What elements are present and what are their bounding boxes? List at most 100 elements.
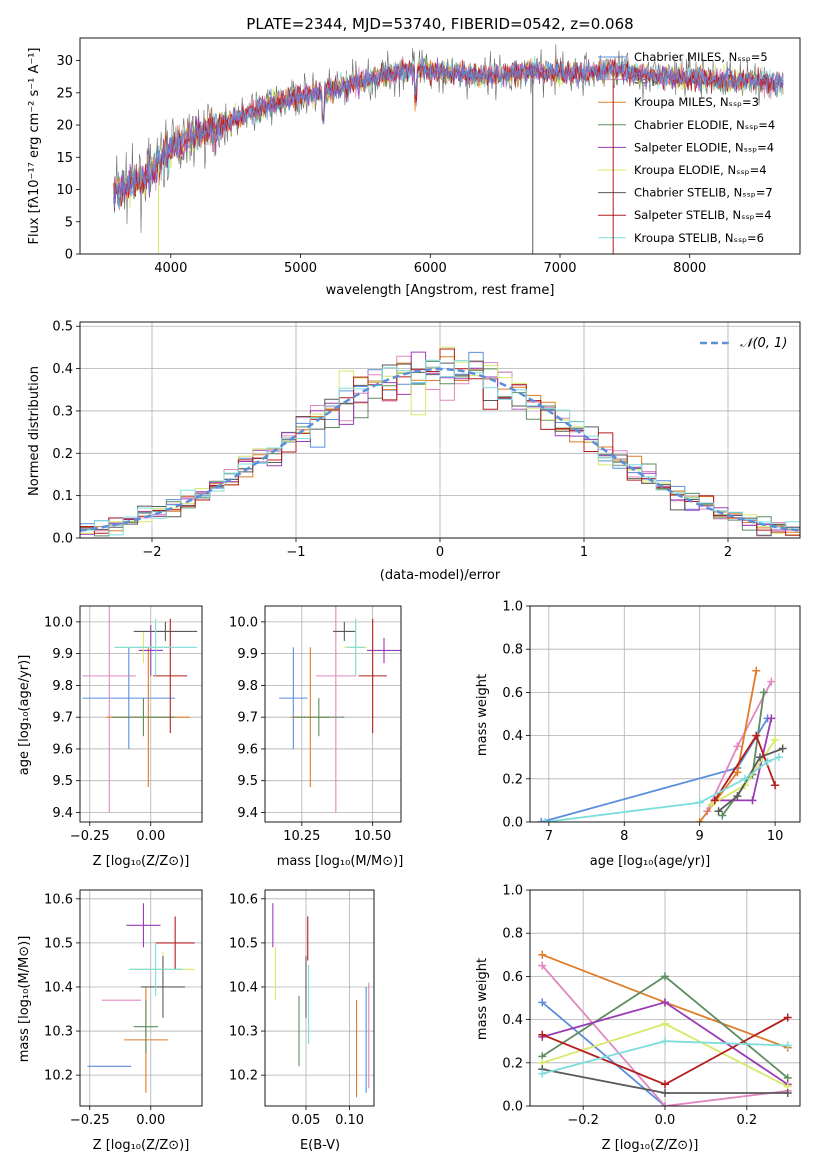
spectrum-legend-label: Salpeter ELODIE, Nₛₛₚ=4 [634,140,774,154]
mass-vs-ebv-panel: E(B-V) 0.05 0.10 10.2 10.3 10.4 10.5 10.6 [229,889,375,1153]
residuals-plot-area [80,346,800,537]
mass-vs-ebv-ytick-label: 10.6 [229,892,258,907]
residuals-ylabel: Normed distribution [27,366,42,496]
weight-vs-z-xtick-label: −0.2 [567,1113,599,1128]
normal-curve [80,367,800,532]
residuals-xtick-label: −1 [286,545,305,560]
spectrum-ytick-label: 25 [56,86,73,101]
weight-vs-age-plot-area [537,666,787,822]
weight-vs-z-line [541,965,788,1106]
weight-vs-z-marker [538,998,547,1007]
age-vs-mass-ytick-label: 9.4 [237,806,258,821]
age-vs-mass-ytick-label: 9.7 [237,711,258,726]
weight-vs-age-marker [759,688,768,697]
mass-vs-ebv-ytick-label: 10.4 [229,980,258,995]
spectrum-legend-label: Chabrier STELIB, Nₛₛₚ=7 [634,186,773,200]
weight-age-xlabel: age [log₁₀(age/yr)] [590,854,711,869]
spectrum-ylabel: Flux [fλ10⁻¹⁷ erg cm⁻² s⁻¹ A⁻¹] [27,48,42,245]
residuals-ytick-label: 0.5 [52,320,73,335]
age-z-ylabel: age [log₁₀(age/yr)] [17,655,32,776]
weight-vs-z-ytick-label: 0.0 [502,1100,523,1115]
weight-vs-age-xtick-label: 9 [696,829,704,844]
age-vs-mass-xtick-label: 10.50 [354,829,391,844]
spectrum-panel: PLATE=2344, MJD=53740, FIBERID=0542, z=0… [27,15,801,298]
mass-vs-z-panel: Z [log₁₀(Z/Z⊙)] mass [log₁₀(M/M⊙)] −0.25… [17,889,203,1153]
weight-vs-age-xtick-label: 10 [767,829,784,844]
weight-vs-age-ytick-label: 0.8 [502,643,523,658]
weight-vs-z-panel: Z [log₁₀(Z/Z⊙)] mass weight −0.2 0.0 0.2 0.… [475,884,801,1153]
weight-vs-z-marker [661,1080,669,1089]
weight-vs-age-xtick-label: 8 [620,829,628,844]
weight-vs-age-marker [537,818,546,822]
weight-z-ylabel: mass weight [475,958,490,1040]
weight-vs-age-marker [718,811,727,820]
weight-vs-age-marker [771,781,780,790]
age-vs-mass-ytick-label: 9.6 [237,742,258,757]
age-mass-xlabel: mass [log₁₀(M/M⊙)] [277,854,404,869]
residuals-ytick-label: 0.0 [52,532,73,547]
mass-vs-z-grid [80,890,202,1106]
mass-vs-ebv-ytick-label: 10.3 [229,1025,258,1040]
weight-vs-age-marker [767,677,776,686]
weight-vs-age-marker [748,796,757,805]
normal-legend-label: 𝒩(0, 1) [740,336,787,351]
spectrum-legend-label: Salpeter STELIB, Nₛₛₚ=4 [634,208,772,222]
age-vs-z-frame [79,605,203,823]
weight-vs-age-panel: age [log₁₀(age/yr)] mass weight 7 8 9 10 0.0… [475,600,801,869]
weight-z-xlabel: Z [log₁₀(Z/Z⊙)] [602,1138,699,1153]
mass-vs-z-ytick-label: 10.6 [44,892,73,907]
mass-vs-ebv-frame [264,889,375,1107]
weight-vs-z-marker [783,1013,792,1022]
mass-vs-z-ytick-label: 10.5 [44,936,73,951]
weight-vs-z-marker [661,1037,669,1046]
age-vs-z-ytick-label: 9.6 [52,742,73,757]
mass-vs-z-xtick-label: −0.25 [70,1113,110,1128]
spectrum-legend-label: Chabrier MILES, Nₛₛₚ=5 [634,50,768,64]
residuals-xtick-label: 1 [580,545,588,560]
spectrum-legend-label: Kroupa ELODIE, Nₛₛₚ=4 [634,163,767,177]
weight-vs-age-line [721,692,765,817]
spectrum-ytick-label: 10 [56,183,73,198]
mass-vs-ebv-ytick-label: 10.5 [229,936,258,951]
spectrum-xtick-label: 7000 [543,261,576,276]
weight-vs-z-xtick-label: 0.2 [736,1113,757,1128]
mass-vs-z-frame [79,889,203,1107]
spectrum-ytick-label: 15 [56,151,73,166]
mass-z-ylabel: mass [log₁₀(M/M⊙)] [17,936,32,1063]
age-vs-z-ytick-label: 9.5 [52,774,73,789]
mass-vs-z-ytick-label: 10.4 [44,980,73,995]
weight-vs-age-marker [752,731,761,740]
mass-ebv-xlabel: E(B-V) [300,1138,340,1153]
weight-vs-age-marker [710,796,719,805]
age-vs-z-grid [80,606,202,822]
age-vs-mass-ytick-label: 9.8 [237,679,258,694]
weight-vs-age-marker [774,753,783,762]
weight-vs-age-marker [733,768,742,777]
spectrum-xtick-label: 6000 [414,261,447,276]
residuals-xlabel: (data-model)/error [380,568,501,583]
spectrum-xtick-label: 8000 [673,261,706,276]
residuals-xtick-label: 2 [724,545,732,560]
age-vs-mass-ytick-label: 9.5 [237,774,258,789]
weight-vs-z-marker [661,1019,669,1028]
age-vs-z-ytick-label: 9.9 [52,647,73,662]
weight-vs-z-marker [538,950,547,959]
weight-vs-age-marker [740,774,749,783]
age-vs-z-ytick-label: 9.7 [52,711,73,726]
weight-vs-age-frame [529,605,801,823]
weight-vs-age-marker [695,798,704,807]
weight-vs-age-ytick-label: 0.6 [502,686,523,701]
weight-vs-age-grid [530,605,800,823]
spectrum-legend-label: Kroupa MILES, Nₛₛₚ=3 [634,95,759,109]
weight-vs-z-xtick-label: 0.0 [655,1113,676,1128]
age-vs-z-xtick-label: −0.25 [70,829,110,844]
residuals-ytick-label: 0.2 [52,447,73,462]
weight-age-ylabel: mass weight [475,674,490,756]
residuals-ytick-label: 0.3 [52,404,73,419]
weight-vs-z-plot-area [538,950,792,1106]
weight-vs-age-ytick-label: 0.2 [502,772,523,787]
mass-vs-ebv-xtick-label: 0.05 [292,1113,321,1128]
spectrum-line-1 [113,58,784,208]
age-vs-z-panel: Z [log₁₀(Z/Z⊙)] age [log₁₀(age/yr)] −0.2… [17,605,203,869]
